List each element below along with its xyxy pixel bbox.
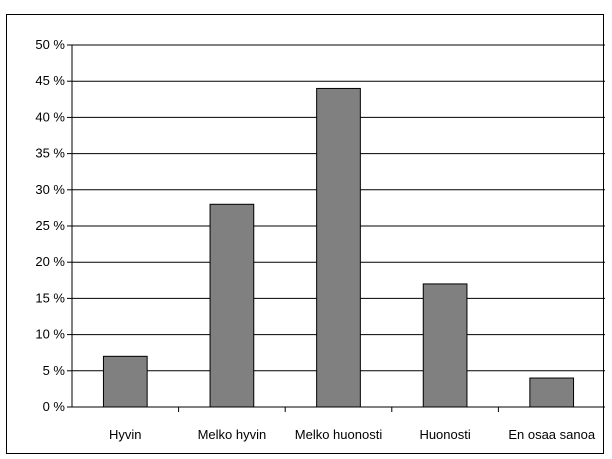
- x-category-label: Melko huonosti: [295, 427, 383, 442]
- bar: [209, 203, 255, 408]
- bar: [316, 87, 361, 408]
- y-tick-label: 25 %: [35, 218, 65, 233]
- y-tick-label: 30 %: [35, 182, 65, 197]
- x-category-label: En osaa sanoa: [508, 427, 596, 442]
- y-tick-label: 50 %: [35, 37, 65, 52]
- x-category-label: Huonosti: [419, 427, 470, 442]
- bar: [529, 377, 575, 408]
- bar: [422, 283, 468, 408]
- y-tick-label: 0 %: [43, 399, 66, 414]
- y-tick-label: 15 %: [35, 290, 65, 305]
- y-tick-label: 10 %: [35, 327, 65, 342]
- y-tick-label: 40 %: [35, 109, 65, 124]
- y-tick-label: 45 %: [35, 73, 65, 88]
- y-tick-label: 35 %: [35, 146, 65, 161]
- y-tick-label: 5 %: [43, 363, 66, 378]
- bar: [102, 355, 148, 408]
- x-category-label: Melko hyvin: [198, 427, 267, 442]
- y-tick-label: 20 %: [35, 254, 65, 269]
- x-category-label: Hyvin: [109, 427, 142, 442]
